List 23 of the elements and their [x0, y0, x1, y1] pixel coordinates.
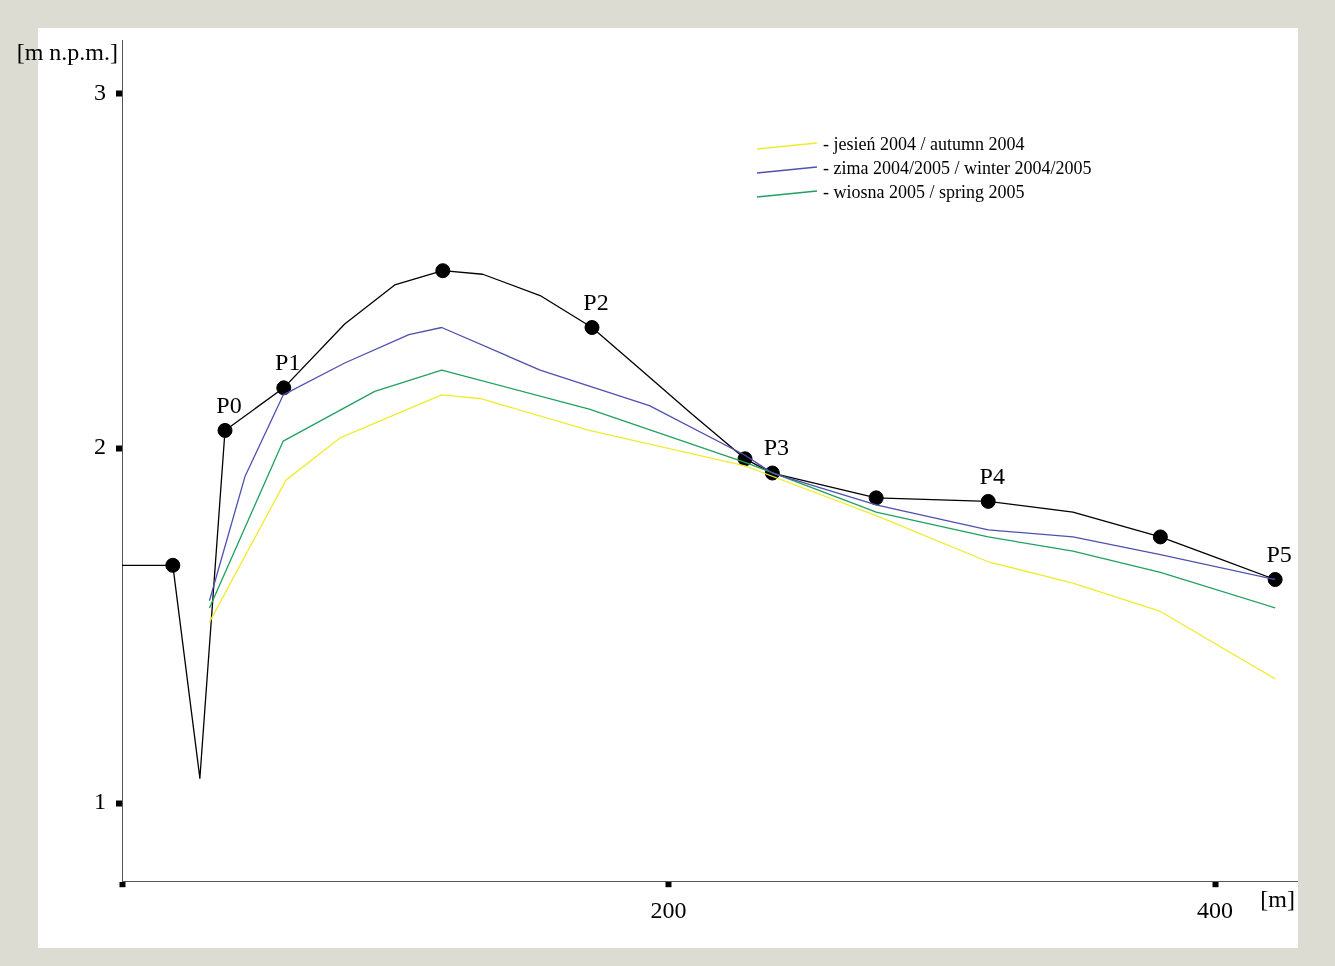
point	[217, 422, 233, 438]
y-tick-label: 1	[94, 788, 106, 815]
point	[1267, 572, 1283, 587]
annotation: P2	[583, 288, 609, 315]
legend-label: - zima 2004/2005 / winter 2004/2005	[823, 157, 1092, 178]
legend-label: - wiosna 2005 / spring 2005	[823, 181, 1025, 202]
annotation: P5	[1266, 540, 1292, 567]
x-tick-label: 400	[1197, 896, 1234, 923]
annotation: P1	[275, 349, 301, 376]
point	[980, 493, 996, 509]
y-tick-label: 3	[94, 78, 106, 105]
point	[1152, 529, 1168, 545]
point	[435, 263, 451, 279]
point	[165, 557, 181, 573]
y-axis-title: [m n.p.m.]	[16, 39, 118, 66]
annotation: P4	[979, 462, 1005, 489]
point	[584, 320, 600, 335]
x-tick-label: 200	[650, 896, 687, 923]
y-tick-label: 2	[94, 433, 106, 460]
annotation: P3	[763, 434, 790, 461]
x-axis-title: [m]	[1260, 886, 1295, 913]
legend-label: - jesień 2004 / autumn 2004	[823, 133, 1025, 154]
annotation: P0	[216, 391, 242, 418]
